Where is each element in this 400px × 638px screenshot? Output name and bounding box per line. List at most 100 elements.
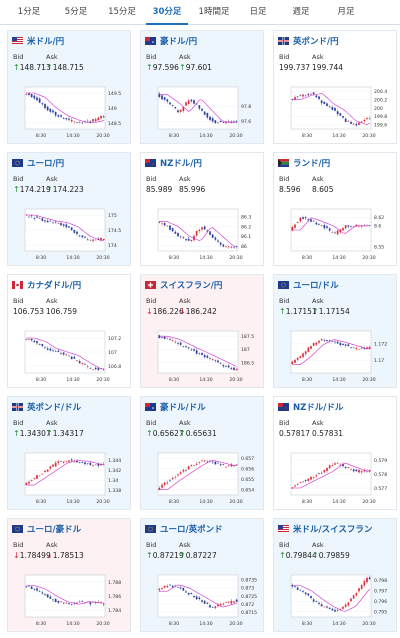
arrow-up-icon: ↑	[146, 551, 153, 560]
price-chart[interactable]: 199.6 199.8 200 200.2 200.4 8:30 14:30 20:30	[277, 83, 395, 140]
candle	[214, 606, 217, 609]
arrow-up-icon: ↑	[13, 429, 20, 438]
candle	[70, 603, 73, 605]
rate-card-eur-gbp[interactable]: ユーロ/英ポンド Bid Ask ↑0.87219 ↑0.87227 0.8715 0.87…	[140, 518, 264, 632]
pair-title[interactable]: 英ポンド/円	[293, 37, 339, 47]
price-chart[interactable]: 106.8 107 107.2 8:30 14:30 20:30	[11, 327, 129, 384]
rate-card-usd-chf[interactable]: 米ドル/スイスフラン Bid Ask ↑0.79844 ↑0.79859 0.795 0.7…	[273, 518, 397, 632]
rate-card-aud-usd[interactable]: 豪ドル/ドル Bid Ask ↑0.65627 ↑0.65631 0.654 0.655 0.…	[140, 396, 264, 510]
rate-card-eur-jpy[interactable]: ユーロ/円 Bid Ask ↑174.219 ↑174.223 174 174.5 175 8:…	[7, 152, 131, 266]
candle	[158, 335, 161, 338]
tab-1hour[interactable]: 1時間足	[198, 7, 230, 17]
candle	[68, 355, 70, 357]
rate-card-eur-usd[interactable]: ユーロ/ドル Bid Ask ↑1.17151 ↑1.17154 1.17 1.172 8:3…	[273, 274, 397, 388]
price-chart[interactable]: 174 174.5 175 8:30 14:30 20:30	[11, 205, 129, 262]
candle	[52, 222, 54, 224]
pair-title[interactable]: 豪ドル/円	[160, 37, 198, 47]
tab-30min[interactable]: 30分足	[146, 0, 188, 25]
pair-title[interactable]: スイスフラン/円	[160, 281, 223, 291]
price-chart[interactable]: 1.338 1.34 1.342 1.344 8:30 14:30 20:30	[11, 449, 129, 506]
tab-1min[interactable]: 1分足	[17, 7, 41, 17]
x-tick-label: 14:30	[332, 255, 345, 261]
candle	[49, 108, 52, 112]
bid-label: Bid	[279, 419, 290, 427]
moving-average-line	[292, 585, 370, 612]
candle	[182, 587, 185, 591]
candle	[304, 217, 307, 219]
y-tick-label: 8.62	[374, 215, 384, 221]
candle	[163, 336, 166, 339]
price-chart[interactable]: 0.8715 0.872 0.8725 0.873 0.8735 8:30 14:30 20:…	[144, 571, 262, 628]
rate-card-zar-jpy[interactable]: ランド/円 Bid Ask 8.596 8.605 8.55 8.6 8.62 8:30 14:3…	[273, 152, 397, 266]
pair-title[interactable]: カナダドル/円	[27, 281, 82, 291]
price-chart[interactable]: 1.17 1.172 8:30 14:30 20:30	[277, 327, 395, 384]
price-chart[interactable]: 97.6 97.8 8:30 14:30 20:30	[144, 83, 262, 140]
tab-5min[interactable]: 5分足	[64, 7, 88, 17]
bid-value-text: 0.79844	[285, 551, 317, 560]
rate-card-chf-jpy[interactable]: スイスフラン/円 Bid Ask ↓186.226 ↓186.242 186.5 187 18…	[140, 274, 264, 388]
pair-title[interactable]: ユーロ/円	[27, 159, 65, 169]
candle	[198, 229, 201, 232]
pair-title[interactable]: 豪ドル/ドル	[160, 403, 206, 413]
candle	[219, 120, 222, 122]
rate-card-eur-aud[interactable]: ユーロ/豪ドル Bid Ask ↓1.78499 ↓1.78513 1.784 1.786 1…	[7, 518, 131, 632]
candle	[187, 100, 190, 105]
candle	[219, 363, 222, 364]
candle	[227, 365, 230, 368]
bid-value-text: 148.713	[19, 63, 51, 72]
pair-title[interactable]: ユーロ/英ポンド	[160, 525, 223, 535]
y-tick-label: 1.342	[108, 468, 121, 474]
plot-area	[290, 330, 372, 374]
pair-title[interactable]: ランド/円	[293, 159, 331, 169]
price-chart[interactable]: 0.795 0.796 0.797 0.798 8:30 14:30 20:30	[277, 571, 395, 628]
moving-average-line	[159, 460, 237, 491]
candle	[187, 238, 190, 241]
ask-label: Ask	[312, 419, 324, 427]
candle	[102, 116, 105, 118]
y-tick-label: 0.656	[241, 467, 254, 473]
pair-title[interactable]: NZドル/円	[160, 159, 202, 169]
tab-monthly[interactable]: 月足	[337, 7, 355, 17]
rate-card-usd-jpy[interactable]: 米ドル/円 Bid Ask ↑148.713 ↑148.715 148.5 149 149.5…	[7, 30, 131, 144]
pair-title[interactable]: ユーロ/豪ドル	[27, 525, 82, 535]
tab-daily[interactable]: 日足	[249, 7, 267, 17]
price-chart[interactable]: 0.577 0.578 0.579 8:30 14:30 20:30	[277, 449, 395, 506]
rate-card-nzd-usd[interactable]: NZドル/ドル Bid Ask 0.57817 0.57831 0.577 0.578 0.5…	[273, 396, 397, 510]
ask-label: Ask	[179, 53, 191, 61]
candle	[76, 460, 78, 463]
price-chart[interactable]: 0.654 0.655 0.656 0.657 8:30 14:30 20:30	[144, 449, 262, 506]
price-chart[interactable]: 86 86.1 86.2 86.3 8:30 14:30 20:30	[144, 205, 262, 262]
candle	[347, 121, 350, 122]
tab-15min[interactable]: 15分足	[108, 7, 136, 17]
price-chart[interactable]: 186.5 187 187.5 8:30 14:30 20:30	[144, 327, 262, 384]
x-tick-label: 14:30	[332, 621, 345, 627]
price-chart[interactable]: 1.784 1.786 1.788 8:30 14:30 20:30	[11, 571, 129, 628]
x-tick-label: 14:30	[66, 621, 79, 627]
x-tick-label: 14:30	[332, 133, 345, 139]
rate-card-cad-jpy[interactable]: カナダドル/円 Bid Ask 106.753 106.759 106.8 107 107.2…	[7, 274, 131, 388]
pair-title[interactable]: 米ドル/円	[27, 37, 65, 47]
pair-title[interactable]: 英ポンド/ドル	[27, 403, 82, 413]
pair-title[interactable]: ユーロ/ドル	[293, 281, 339, 291]
rate-card-aud-jpy[interactable]: 豪ドル/円 Bid Ask ↑97.596 ↑97.601 97.6 97.8 8:30 14:…	[140, 30, 264, 144]
rate-card-nzd-jpy[interactable]: NZドル/円 Bid Ask 85.989 85.996 86 86.1 86.2 86.3 8:…	[140, 152, 264, 266]
candle	[339, 464, 342, 466]
tab-weekly[interactable]: 週足	[292, 7, 310, 17]
ask-value: ↓186.242	[179, 307, 217, 316]
price-chart[interactable]: 8.55 8.6 8.62 8:30 14:30 20:30	[277, 205, 395, 262]
rate-card-gbp-jpy[interactable]: 英ポンド/円 Bid Ask 199.737 199.744 199.6 199.8 200 2…	[273, 30, 397, 144]
candle	[304, 480, 307, 481]
rate-card-gbp-usd[interactable]: 英ポンド/ドル Bid Ask ↑1.34307 ↑1.34317 1.338 1.34 1.…	[7, 396, 131, 510]
candle	[54, 598, 57, 603]
pair-title[interactable]: NZドル/ドル	[293, 403, 344, 413]
x-tick-label: 20:30	[229, 499, 242, 505]
price-chart[interactable]: 148.5 149 149.5 8:30 14:30 20:30	[11, 83, 129, 140]
candle	[161, 588, 163, 590]
ask-label: Ask	[46, 419, 58, 427]
candle	[307, 94, 310, 96]
candle	[328, 465, 331, 469]
ask-value: ↑97.601	[179, 63, 212, 72]
bid-value-text: 0.57817	[279, 429, 311, 438]
pair-title[interactable]: 米ドル/スイスフラン	[293, 525, 373, 535]
candle	[81, 235, 84, 238]
